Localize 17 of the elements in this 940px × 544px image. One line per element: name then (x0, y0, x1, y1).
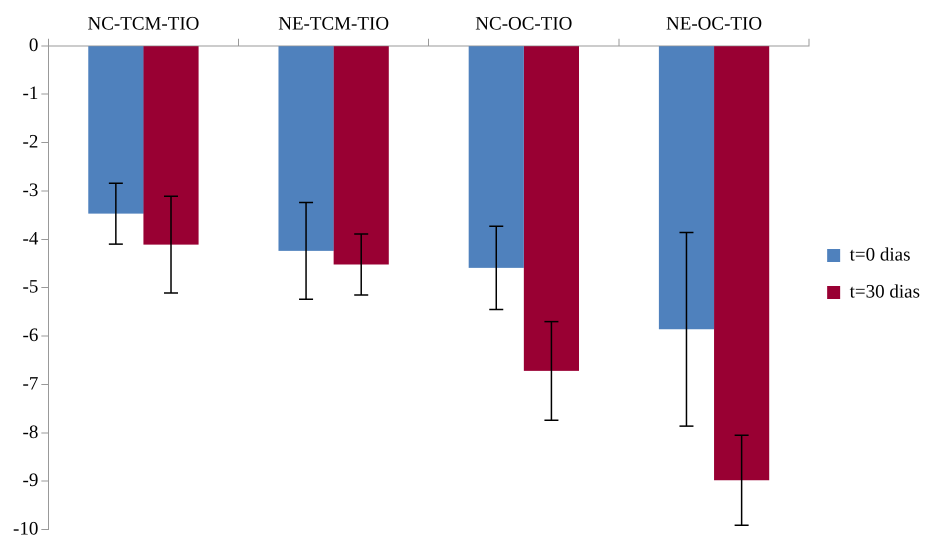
y-tick-label: -3 (22, 180, 38, 201)
y-tick-label: -9 (22, 470, 38, 492)
x-tick-label: NE-OC-TIO (666, 13, 762, 34)
x-tick-label: NE-TCM-TIO (278, 13, 390, 34)
y-tick-label: -7 (22, 373, 38, 394)
y-tick-label: -4 (22, 228, 39, 250)
y-tick-label: -6 (22, 325, 38, 346)
y-tick-label: -8 (22, 422, 38, 443)
legend-label: t=0 dias (850, 244, 911, 266)
y-tick-label: -5 (22, 276, 38, 298)
y-tick-label: 0 (28, 34, 38, 56)
legend-label: t=30 dias (850, 281, 920, 302)
y-tick-label: -2 (22, 132, 38, 153)
x-tick-label: NC-TCM-TIO (87, 13, 200, 34)
x-tick-label: NC-OC-TIO (475, 13, 572, 34)
y-tick-label: -10 (13, 518, 38, 540)
y-tick-label: -1 (22, 83, 38, 104)
